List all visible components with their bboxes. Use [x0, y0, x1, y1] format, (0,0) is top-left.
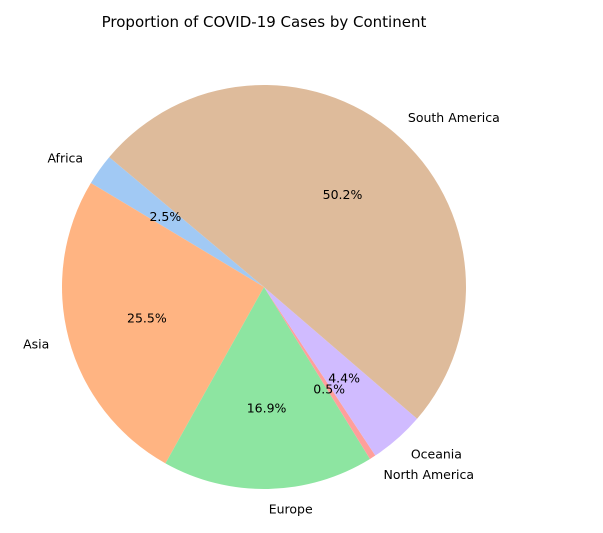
slice-label-africa: Africa — [47, 150, 83, 165]
slice-value-south-america: 50.2% — [323, 187, 363, 202]
slice-label-asia: Asia — [23, 337, 49, 352]
slice-label-oceania: Oceania — [411, 446, 462, 461]
pie-labels: Africa 2.5% Asia 25.5% Europe 16.9% North Amer… — [23, 110, 500, 516]
slice-value-africa: 2.5% — [149, 209, 181, 224]
slice-label-north-america: North America — [384, 467, 475, 482]
chart-title: Proportion of COVID-19 Cases by Continen… — [102, 13, 427, 31]
slice-value-oceania: 4.4% — [328, 370, 360, 385]
pie-slice-asia — [61, 182, 264, 464]
slice-value-asia: 25.5% — [127, 311, 167, 326]
pie-slice-oceania — [264, 287, 418, 456]
pie-slice-north-america — [264, 287, 376, 459]
pie-slice-europe — [165, 287, 370, 489]
pie-slices — [61, 84, 467, 489]
slice-value-europe: 16.9% — [247, 401, 287, 416]
slice-label-south-america: South America — [408, 110, 500, 125]
slice-value-north-america: 0.5% — [313, 382, 345, 397]
slice-label-europe: Europe — [269, 502, 313, 517]
pie-slice-south-america — [109, 84, 467, 419]
pie-slice-africa — [90, 157, 264, 287]
